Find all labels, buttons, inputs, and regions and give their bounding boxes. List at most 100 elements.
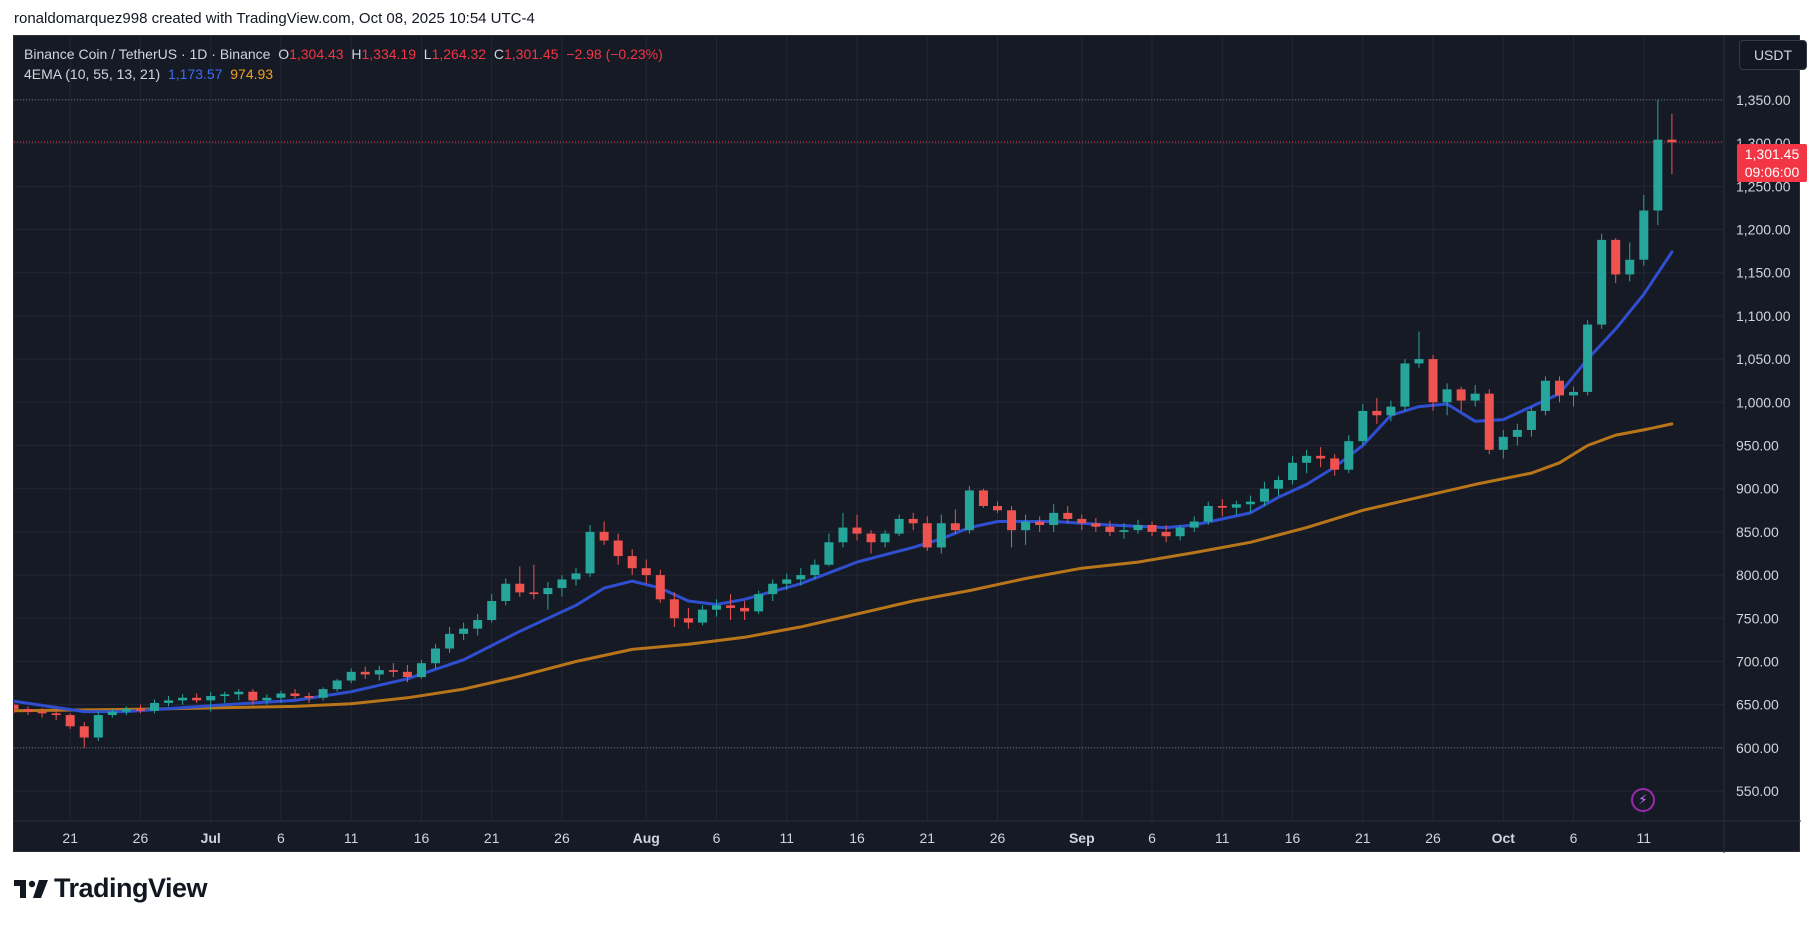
candle — [388, 663, 398, 678]
candle — [936, 514, 946, 554]
candle-body — [1105, 526, 1115, 532]
x-tick-label: 16 — [414, 830, 430, 846]
candle — [1330, 454, 1340, 476]
candle-body — [880, 533, 890, 543]
candle — [922, 516, 932, 551]
candle-body — [304, 696, 314, 698]
candle — [838, 512, 848, 548]
candle-body — [838, 527, 848, 543]
candle-body — [1569, 391, 1579, 396]
candle — [810, 559, 820, 580]
candle — [1498, 429, 1508, 459]
candle — [1021, 514, 1031, 545]
candle-body — [1063, 512, 1073, 519]
candle — [697, 605, 707, 626]
candle-body — [796, 575, 806, 580]
candle — [1639, 194, 1649, 266]
candle — [1400, 359, 1410, 411]
candle — [754, 590, 764, 614]
candle — [1344, 435, 1354, 474]
candle — [487, 594, 497, 623]
legend-indicator-row[interactable]: 4EMA (10, 55, 13, 21) 1,173.57 974.93 — [24, 64, 663, 84]
y-tick-label: 900.00 — [1736, 481, 1779, 497]
candle-body — [950, 523, 960, 531]
candle — [1372, 397, 1382, 424]
candle — [304, 692, 314, 703]
candle-body — [332, 680, 342, 690]
candle — [782, 573, 792, 590]
legend-indicator-name: 4EMA (10, 55, 13, 21) — [24, 66, 161, 82]
candle — [641, 559, 651, 584]
candle — [894, 514, 904, 537]
x-tick-label: 26 — [990, 830, 1006, 846]
candle — [993, 501, 1002, 513]
x-tick-label: 21 — [62, 830, 78, 846]
x-tick-label: 26 — [554, 830, 570, 846]
candle-body — [1161, 531, 1171, 537]
y-tick-label: 1,100.00 — [1736, 308, 1791, 324]
x-tick-label: 6 — [713, 830, 721, 846]
lightning-icon[interactable]: ⚡ — [1631, 788, 1655, 812]
candle — [93, 711, 103, 741]
candle — [248, 689, 258, 705]
candle — [852, 514, 862, 541]
attribution-text: ronaldomarquez998 created with TradingVi… — [14, 10, 535, 27]
candle — [1667, 113, 1677, 175]
candle — [1063, 505, 1073, 524]
candle — [1161, 524, 1171, 543]
candle-body — [768, 583, 778, 595]
candle — [501, 578, 511, 606]
candle — [1007, 505, 1017, 548]
candle-body — [571, 573, 581, 580]
candle-body — [234, 691, 244, 695]
x-tick-label: 11 — [1637, 830, 1652, 846]
candle — [1259, 481, 1269, 506]
candle — [1302, 449, 1312, 474]
candle — [1316, 447, 1326, 468]
x-tick-label: 21 — [484, 830, 500, 846]
candle — [37, 708, 47, 718]
candle — [1231, 500, 1241, 515]
candle-body — [1428, 359, 1438, 403]
candle-body — [1302, 455, 1312, 463]
candle-body — [346, 671, 356, 681]
candle-body — [1175, 527, 1185, 537]
candle-body — [416, 663, 426, 678]
candle-body — [374, 670, 384, 675]
candle-body — [121, 709, 131, 712]
candle — [1217, 499, 1227, 517]
ema-slow-line — [14, 422, 1674, 713]
candle-body — [1414, 359, 1424, 364]
candle-body — [1583, 324, 1593, 392]
x-tick-label: 6 — [1148, 830, 1156, 846]
candle-body — [754, 594, 764, 612]
candle-body — [894, 518, 904, 534]
candle — [571, 568, 581, 586]
candle — [978, 488, 988, 508]
candle — [332, 678, 342, 692]
candle — [908, 512, 918, 531]
candle-body — [1119, 530, 1129, 532]
candle-body — [1484, 393, 1494, 450]
price-chart[interactable]: 550.00 600.00 650.00 700.00 750.00 800.00 850.… — [14, 36, 1801, 853]
candle-body — [135, 709, 145, 711]
chart-panel[interactable]: 550.00 600.00 650.00 700.00 750.00 800.00 850.… — [13, 35, 1807, 853]
y-tick-label: 1,350.00 — [1736, 92, 1791, 108]
currency-button[interactable]: USDT — [1739, 40, 1807, 70]
candle — [1484, 389, 1494, 455]
candle — [51, 709, 61, 721]
candle-body — [627, 556, 637, 569]
candle — [1147, 521, 1157, 537]
candle-body — [543, 588, 553, 595]
legend-symbol: Binance Coin / TetherUS · 1D · Binance — [24, 46, 271, 62]
candle-body — [1611, 239, 1621, 275]
candle — [1119, 523, 1129, 539]
candle-body — [388, 670, 398, 672]
candle-body — [964, 490, 974, 531]
x-tick-label: 26 — [133, 830, 149, 846]
candle-body — [1653, 139, 1663, 211]
y-tick-label: 750.00 — [1736, 610, 1779, 626]
candle — [374, 665, 384, 681]
tradingview-logo[interactable]: TradingView — [14, 873, 208, 904]
candle-body — [1400, 363, 1410, 407]
